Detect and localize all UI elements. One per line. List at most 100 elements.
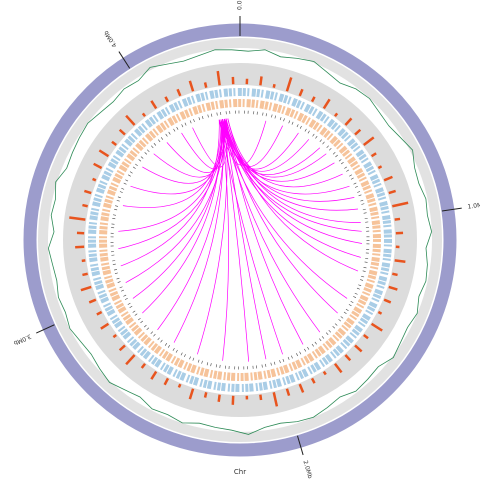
tick-mark [118,51,131,69]
depth-bar [388,189,397,195]
link [225,118,304,345]
link [225,118,361,223]
depth-bar [285,77,293,92]
link [118,119,225,250]
axis-label: Chr [234,468,246,476]
depth-bar [125,114,136,126]
depth-bar [217,394,221,402]
link [125,118,227,283]
depth-bar [80,285,92,292]
tick-label: 1.0Mb [467,201,480,211]
tick-label: 2.0Mb [301,460,313,480]
depth-bar [82,203,88,208]
link [192,118,228,168]
depth-bar [177,383,182,388]
depth-bar [259,76,263,86]
depth-bar [370,152,377,158]
depth-bar [298,88,304,97]
link [130,118,227,195]
depth-bar [392,201,409,208]
depth-bar [272,83,276,88]
link [224,118,355,202]
depth-bar [394,259,406,264]
link [218,119,283,355]
depth-bar [150,370,158,380]
depth-bar [344,117,353,126]
link [222,119,359,211]
tick-label: 0.0Mb [237,0,244,10]
depth-bar [111,140,117,147]
depth-bar [150,100,158,110]
depth-bar [112,333,117,339]
depth-bar [92,177,97,182]
depth-bar [188,388,195,400]
link [157,118,225,331]
link [120,119,220,267]
depth-bar [363,333,369,340]
depth-bar [176,88,182,97]
depth-bar [259,394,263,401]
link [222,119,321,333]
depth-bar [141,112,147,117]
depth-bar [188,80,195,92]
depth-bar [377,310,383,315]
gene-ring-forward [88,88,392,392]
middle-band [63,63,417,417]
link [197,118,228,355]
link [227,118,359,272]
depth-bar [310,377,316,384]
link [224,118,267,360]
tick-mark [441,207,462,212]
link [224,118,283,167]
link [142,119,222,314]
depth-bar [363,136,375,147]
depth-bar [394,217,401,221]
depth-bar [82,272,88,277]
feature-ring [110,110,370,370]
link [218,119,267,166]
gene-ring-reverse [99,99,381,381]
depth-bar [322,98,331,110]
depth-bar [203,82,208,88]
outer-band [38,38,442,442]
depth-bar [164,96,170,103]
depth-bar [216,70,221,86]
depth-bar [163,377,170,386]
gc-track [47,49,433,435]
depth-bar [354,128,362,136]
tick-mark [36,324,55,334]
depth-bar [98,149,110,158]
depth-bar [354,344,363,353]
depth-bar [83,189,92,195]
depth-bar [285,388,291,397]
link [224,118,363,244]
depth-bar [69,216,86,221]
depth-bar [118,128,126,136]
link [220,119,362,232]
link [222,119,361,258]
depth-bar [383,298,392,304]
depth-bar [118,344,126,352]
link [227,118,343,188]
depth-bar [333,363,343,374]
depth-bar [392,272,398,277]
depth-bar [272,392,279,407]
link [166,119,223,173]
depth-bar [370,322,383,332]
tick-label: 4.0Mb [103,29,119,49]
depth-bar [310,96,316,103]
depth-bar [203,392,208,398]
depth-bar [377,165,383,170]
depth-bar [88,298,97,304]
depth-bar [322,370,327,376]
depth-bar [140,363,147,369]
depth-bar [383,175,393,182]
depth-bar [298,383,305,393]
link [122,119,222,208]
link [224,118,338,314]
depth-bar [100,322,110,330]
depth-bar [125,354,136,366]
depth-bar [333,112,339,117]
depth-bar [388,285,398,291]
